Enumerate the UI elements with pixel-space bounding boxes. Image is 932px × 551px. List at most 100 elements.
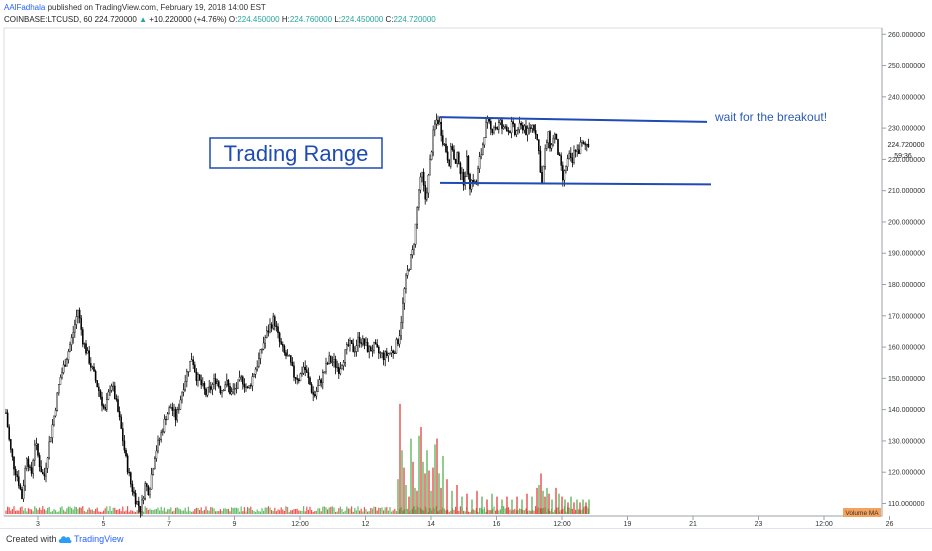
svg-text:224.720000: 224.720000: [888, 142, 925, 149]
candle-body: [88, 350, 90, 364]
breakout-annotation[interactable]: wait for the breakout!: [714, 110, 827, 124]
volume-spike-bar: [544, 496, 546, 514]
volume-bar: [541, 508, 543, 514]
volume-bar: [568, 507, 570, 514]
range-resistance-line[interactable]: [439, 116, 708, 123]
volume-spike-bar: [422, 461, 424, 514]
candle-body: [163, 418, 166, 433]
candle-body: [477, 168, 479, 185]
candle-body: [341, 365, 343, 369]
trading-range-label: Trading Range: [224, 141, 369, 166]
candle-body: [392, 350, 395, 354]
candle-body: [232, 388, 235, 393]
time-tick-label: 12:00: [291, 521, 309, 528]
range-support-line[interactable]: [439, 181, 712, 186]
candle-body: [285, 352, 287, 357]
volume-bar: [365, 509, 367, 514]
candle-body: [344, 349, 347, 363]
volume-bar: [159, 510, 161, 514]
candle-body: [480, 154, 483, 157]
volume-bar: [312, 511, 314, 514]
price-tick-label: 180.000000: [888, 282, 925, 289]
volume-bar: [39, 507, 41, 514]
candle-body: [312, 392, 315, 395]
volume-spike-bar: [588, 499, 590, 514]
volume-bar: [213, 508, 215, 514]
volume-bar: [203, 509, 205, 514]
volume-bar: [490, 510, 492, 514]
volume-bar: [184, 507, 186, 514]
price-chart[interactable]: 260.000000 250.000000 240.000000 230.000000…: [0, 0, 932, 528]
candle-body: [181, 391, 183, 401]
candle-body: [310, 384, 313, 393]
candle-body: [83, 343, 86, 345]
candle-body: [365, 342, 367, 346]
volume-bar: [216, 511, 218, 514]
volume-bar: [522, 509, 524, 514]
volume-bar: [298, 510, 300, 514]
candle-body: [205, 389, 207, 396]
candle-body: [387, 353, 390, 356]
candle-body: [429, 159, 431, 176]
volume-bar: [280, 507, 282, 514]
volume-bar: [562, 508, 564, 514]
candle-body: [456, 152, 459, 164]
author-link[interactable]: AAlFadhala: [4, 3, 46, 12]
volume-bar: [29, 509, 31, 514]
current-price-badge: 224.720000: [883, 139, 931, 149]
volume-bar: [279, 510, 281, 514]
candle-body: [213, 378, 215, 385]
candle-body: [323, 371, 326, 373]
candle-body: [233, 388, 236, 390]
high-label: H:: [281, 15, 290, 24]
candle-body: [338, 366, 340, 374]
volume-spike-bar: [546, 487, 548, 514]
candle-body: [302, 366, 305, 374]
symbol-label[interactable]: COINBASE:LTCUSD, 60: [4, 15, 93, 24]
volume-bar: [15, 510, 17, 514]
candle-body: [355, 345, 358, 352]
volume-bar: [127, 506, 129, 514]
candle-body: [27, 458, 30, 467]
volume-bar: [179, 509, 181, 514]
candle-body: [334, 359, 337, 368]
volume-spike-bar: [536, 487, 538, 514]
volume-bar: [183, 510, 185, 514]
candle-body: [350, 340, 353, 344]
volume-bar: [493, 506, 495, 514]
candle-body: [258, 358, 260, 368]
candle-body: [462, 172, 465, 186]
candle-body: [109, 390, 111, 393]
trading-range-box[interactable]: Trading Range: [209, 137, 383, 169]
candle-body: [256, 366, 259, 370]
volume-bar: [307, 509, 309, 514]
volume-bar: [133, 511, 135, 514]
candle-body: [133, 491, 135, 494]
candle-body: [187, 371, 190, 373]
candle-body: [37, 443, 39, 456]
volume-spike-bar: [440, 487, 442, 514]
candle-body: [317, 385, 319, 392]
footer: Created with TradingView: [0, 528, 932, 551]
open-value: 224.450000: [237, 15, 280, 24]
volume-ma-badge[interactable]: Volume MA: [843, 508, 881, 517]
candle-body: [101, 396, 103, 406]
volume-bar: [277, 509, 279, 514]
candle-body: [389, 352, 391, 354]
candle-body: [467, 155, 470, 175]
candle-body: [346, 344, 348, 350]
tradingview-brand-link[interactable]: TradingView: [74, 534, 124, 544]
candle-body: [411, 249, 414, 256]
candle-body: [216, 381, 219, 384]
candle-body: [225, 379, 228, 385]
volume-bar: [571, 508, 573, 514]
candle-body: [424, 185, 427, 200]
volume-bar: [240, 506, 242, 514]
candle-body: [440, 121, 443, 136]
candle-body: [386, 351, 388, 356]
price-axis[interactable]: 260.000000 250.000000 240.000000 230.000000…: [882, 32, 925, 508]
volume-bar: [530, 510, 532, 514]
candle-body: [123, 440, 126, 451]
candle-body: [125, 449, 127, 457]
